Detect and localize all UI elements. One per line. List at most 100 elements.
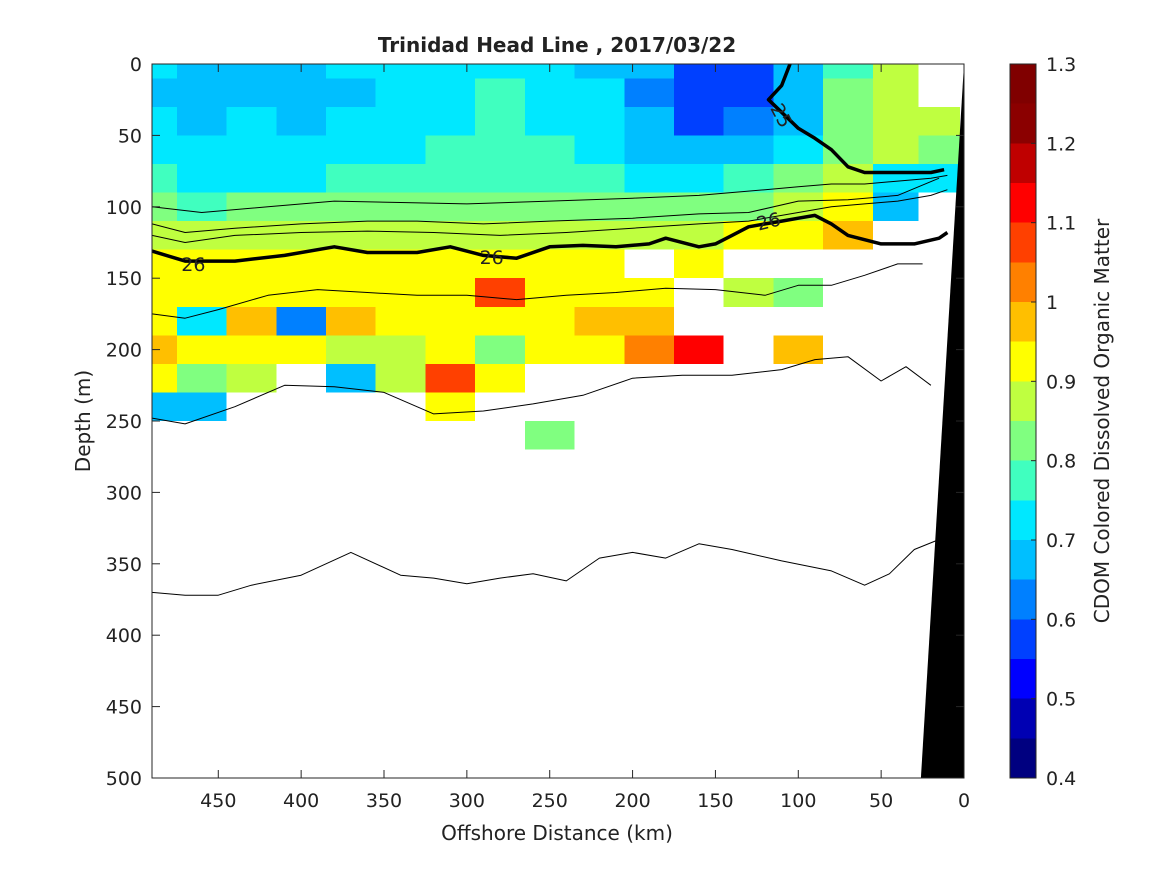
cdom-cell bbox=[226, 335, 277, 364]
cdom-cell bbox=[524, 106, 575, 136]
colorbar-swatch bbox=[1010, 341, 1036, 382]
x-axis: 450 400 350 300 250 200 150 100 50 0 bbox=[200, 64, 970, 812]
colorbar-swatch bbox=[1010, 738, 1036, 778]
cdom-cell bbox=[276, 306, 326, 336]
cdom-cell bbox=[326, 249, 376, 279]
cdom-cell bbox=[152, 278, 177, 307]
cdom-cell bbox=[872, 64, 919, 79]
cdom-cell bbox=[375, 106, 426, 136]
cdom-cell bbox=[326, 306, 376, 336]
colorbar-swatch bbox=[1010, 143, 1036, 183]
cdom-cell bbox=[326, 192, 376, 222]
density-contour bbox=[152, 174, 948, 213]
cdom-cell bbox=[176, 306, 227, 336]
contour-label: 26 bbox=[480, 247, 504, 269]
cdom-cell bbox=[425, 106, 476, 136]
cdom-cell bbox=[176, 78, 227, 107]
colorbar-tick-label: 1 bbox=[1046, 292, 1058, 314]
cdom-cell bbox=[918, 106, 960, 136]
density-contour-bold bbox=[766, 64, 945, 175]
cdom-cell bbox=[425, 249, 476, 279]
colorbar-tick-label: 1.3 bbox=[1046, 54, 1076, 76]
x-tick-label: 100 bbox=[780, 790, 816, 812]
cdom-cell bbox=[375, 249, 426, 279]
cdom-cell bbox=[524, 249, 575, 279]
cdom-cell bbox=[425, 363, 476, 393]
colorbar-swatch bbox=[1010, 579, 1036, 620]
cdom-cell bbox=[723, 278, 774, 307]
x-tick-label: 0 bbox=[958, 790, 970, 812]
cdom-cell bbox=[723, 78, 774, 107]
cdom-cell bbox=[176, 164, 227, 193]
cdom-cell bbox=[152, 363, 177, 393]
cdom-cell bbox=[152, 135, 177, 164]
chart-title: Trinidad Head Line , 2017/03/22 bbox=[378, 33, 736, 57]
cdom-cell bbox=[574, 249, 625, 279]
cdom-cell bbox=[723, 164, 774, 193]
cdom-cell bbox=[326, 106, 376, 136]
cdom-cell bbox=[425, 306, 476, 336]
colorbar-tick-label: 1.2 bbox=[1046, 133, 1076, 155]
cdom-cell bbox=[475, 164, 525, 193]
cdom-cell bbox=[574, 135, 625, 164]
cdom-cell bbox=[475, 306, 525, 336]
cdom-cell bbox=[723, 135, 774, 164]
cdom-cell bbox=[475, 192, 525, 222]
cdom-cell bbox=[176, 135, 227, 164]
cdom-cell bbox=[326, 78, 376, 107]
density-contour-bold bbox=[152, 213, 949, 263]
cdom-cell bbox=[574, 164, 625, 193]
y-tick-label: 350 bbox=[106, 554, 142, 576]
density-contour bbox=[152, 539, 940, 596]
bathymetry bbox=[920, 64, 964, 778]
y-axis: 0 50 100 150 200 250 300 350 400 450 500 bbox=[106, 54, 964, 790]
cdom-cell bbox=[326, 363, 376, 393]
cdom-cell bbox=[574, 335, 625, 364]
cdom-cell bbox=[524, 78, 575, 107]
colorbar: 0.4 0.5 0.6 0.7 0.8 0.9 1 1.1 1.2 1.3 bbox=[1009, 54, 1076, 790]
cdom-cell bbox=[375, 64, 426, 79]
cdom-cell bbox=[176, 363, 227, 393]
y-tick-label: 150 bbox=[106, 268, 142, 290]
cdom-cell bbox=[475, 278, 525, 307]
cdom-cell bbox=[425, 192, 476, 222]
cdom-cell bbox=[425, 164, 476, 193]
cdom-cell bbox=[176, 64, 227, 79]
cdom-cell bbox=[326, 64, 376, 79]
y-tick-label: 300 bbox=[106, 482, 142, 504]
cdom-cell bbox=[375, 164, 426, 193]
colorbar-swatch bbox=[1010, 540, 1036, 580]
colorbar-tick-label: 0.6 bbox=[1046, 609, 1076, 631]
density-contour bbox=[152, 263, 923, 319]
x-tick-label: 350 bbox=[366, 790, 402, 812]
density-contour bbox=[152, 177, 940, 233]
cdom-cell bbox=[723, 192, 774, 222]
cdom-cell bbox=[425, 278, 476, 307]
cdom-cell bbox=[152, 306, 177, 336]
colorbar-swatch bbox=[1010, 698, 1036, 739]
y-axis-label: Depth (m) bbox=[71, 370, 95, 472]
cdom-cell bbox=[624, 164, 674, 193]
cdom-cell bbox=[524, 335, 575, 364]
cdom-cell bbox=[773, 221, 824, 250]
cdom-cell bbox=[674, 164, 724, 193]
cdom-cell bbox=[624, 306, 674, 336]
cdom-cell bbox=[425, 78, 476, 107]
cdom-cell bbox=[823, 164, 873, 193]
colorbar-frame bbox=[1009, 63, 1037, 779]
colorbar-swatch bbox=[1010, 500, 1036, 540]
cdom-cell bbox=[176, 392, 227, 421]
cdom-cell bbox=[152, 392, 177, 421]
cdom-cell bbox=[674, 78, 724, 107]
cdom-cell bbox=[326, 221, 376, 250]
x-tick-label: 300 bbox=[449, 790, 485, 812]
cdom-cell bbox=[425, 135, 476, 164]
colorbar-swatch bbox=[1010, 222, 1036, 263]
cdom-cell bbox=[674, 64, 724, 79]
cdom-cell bbox=[226, 135, 277, 164]
colorbar-swatch bbox=[1010, 302, 1036, 342]
y-tick-label: 50 bbox=[118, 125, 142, 147]
cdom-cell bbox=[276, 221, 326, 250]
